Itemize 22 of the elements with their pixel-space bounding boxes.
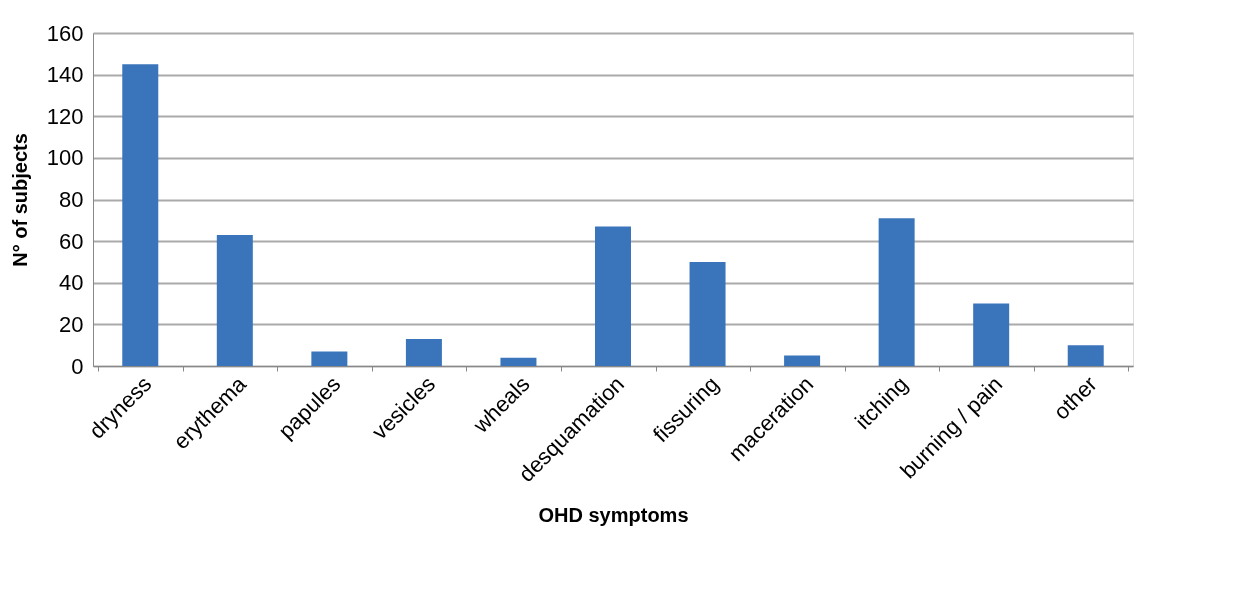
- y-axis-title: N° of subjects: [8, 133, 31, 267]
- bar: [878, 218, 915, 366]
- y-tick-label: 0: [71, 353, 84, 379]
- bar: [122, 64, 159, 366]
- bar: [689, 261, 726, 366]
- bar: [784, 355, 821, 366]
- bar: [405, 338, 442, 366]
- y-tick-label: 160: [46, 20, 84, 46]
- x-axis-title: OHD symptoms: [538, 504, 689, 527]
- y-tick-label: 60: [59, 228, 84, 254]
- y-tick-label: 120: [46, 103, 84, 129]
- y-tick-label: 20: [59, 311, 84, 337]
- y-tick-label: 80: [59, 187, 84, 212]
- bar: [311, 351, 348, 366]
- y-tick-label: 100: [46, 145, 84, 171]
- bar: [500, 357, 537, 366]
- bar: [1067, 345, 1104, 366]
- bar: [216, 234, 253, 366]
- bar: [973, 303, 1010, 366]
- y-tick-label: 140: [46, 62, 84, 88]
- bar: [595, 226, 631, 366]
- y-tick-label: 40: [59, 270, 84, 296]
